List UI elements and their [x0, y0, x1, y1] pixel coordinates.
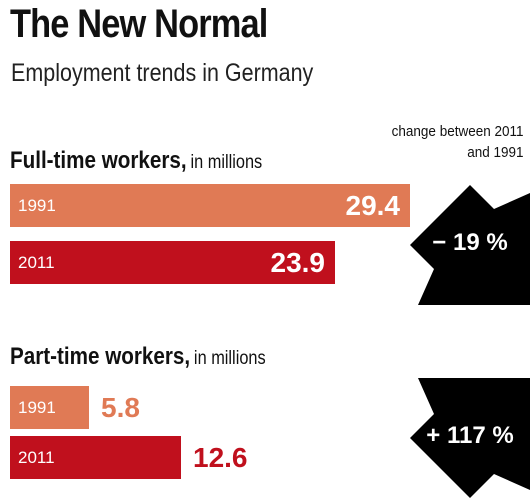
up-arrow-icon — [410, 378, 530, 498]
part-time-bar-1991: 1991 — [10, 386, 89, 429]
down-arrow-icon — [410, 185, 530, 305]
part-time-title: Part-time workers, — [10, 343, 191, 370]
change-note-line-2: and 1991 — [467, 144, 524, 161]
full-time-bar-year-1991: 1991 — [18, 196, 56, 215]
part-time-bar-year-2011: 2011 — [18, 448, 55, 467]
part-time-bar-2011: 2011 — [10, 436, 181, 479]
full-time-bar-value-1991: 29.4 — [345, 190, 401, 221]
full-time-bar-value-2011: 23.9 — [270, 247, 326, 278]
part-time-unit: in millions — [193, 348, 266, 369]
full-time-bar-2011: 2011 23.9 — [10, 241, 335, 284]
full-time-section-label: Full-time workers, in millions — [10, 147, 262, 175]
part-time-bar-year-1991: 1991 — [18, 398, 56, 417]
part-time-bar-value-2011: 12.6 — [193, 442, 248, 473]
change-note-line-1: change between 2011 — [392, 123, 524, 140]
part-time-bar-value-1991: 5.8 — [101, 392, 140, 423]
full-time-change-label: − 19 % — [432, 229, 508, 256]
part-time-change-label: + 117 % — [426, 422, 514, 449]
full-time-bar-1991: 1991 29.4 — [10, 184, 410, 227]
full-time-unit: in millions — [190, 152, 263, 173]
part-time-section-label: Part-time workers, in millions — [10, 343, 266, 371]
full-time-bar-year-2011: 2011 — [18, 253, 55, 272]
part-time-change-arrow: + 117 % — [410, 378, 530, 498]
full-time-title: Full-time workers, — [10, 147, 187, 174]
full-time-change-arrow: − 19 % — [410, 185, 530, 305]
chart-subtitle: Employment trends in Germany — [11, 59, 314, 87]
chart-title: The New Normal — [10, 2, 268, 46]
change-note: change between 2011 and 1991 — [392, 121, 524, 163]
